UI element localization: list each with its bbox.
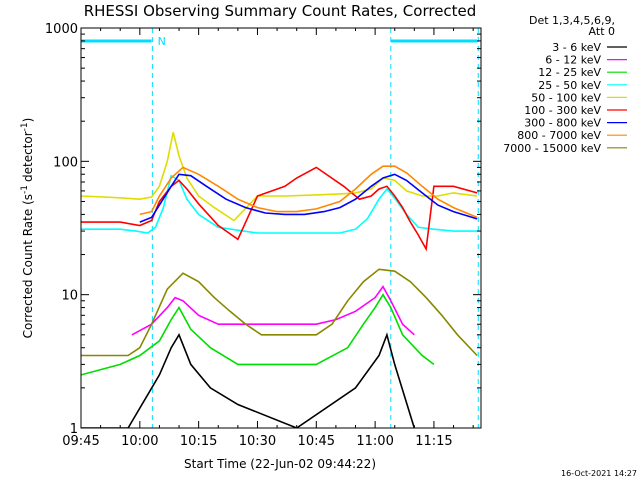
y-axis: 1 10 100 1000 (45, 22, 481, 437)
x-tick-label: 10:45 (298, 434, 335, 449)
series-line-6 (139, 173, 478, 223)
plot-frame (80, 27, 482, 429)
legend-item-label: 3 - 6 keV (552, 41, 601, 54)
y-axis-label: Corrected Count Rate (s-1detector-1) (20, 118, 35, 339)
y-tick-label: 1 (70, 422, 78, 437)
y-tick-label: 100 (53, 155, 78, 170)
x-axis-label: Start Time (22-Jun-02 09:44:22) (184, 457, 376, 471)
legend-item-label: 100 - 300 keV (524, 104, 601, 117)
legend-item-label: 12 - 25 keV (538, 66, 601, 79)
series-layer (81, 132, 478, 428)
legend-item-label: 50 - 100 keV (531, 91, 601, 104)
y-tick-label: 1000 (45, 22, 78, 37)
series-line-8 (81, 268, 478, 357)
legend-item-label: 6 - 12 keV (545, 54, 601, 67)
series-line-5 (81, 166, 478, 252)
x-tick-label: 11:15 (415, 434, 452, 449)
x-tick-label: 10:15 (180, 434, 217, 449)
y-tick-label: 10 (61, 289, 78, 304)
legend-header: Att 0 (589, 25, 615, 38)
night-marker-label: N (158, 35, 166, 48)
generation-timestamp: 16-Oct-2021 14:27 (561, 469, 637, 478)
legend-item-label: 25 - 50 keV (538, 79, 601, 92)
y-axis-label-tail: ) (21, 118, 35, 123)
series-line-0 (81, 332, 416, 428)
legend-item-label: 300 - 800 keV (524, 117, 601, 130)
series-line-1 (131, 285, 415, 336)
series-line-3 (81, 174, 478, 234)
y-axis-label-exponent-1: -1 (20, 185, 30, 194)
x-axis: 09:45 10:00 10:15 10:30 10:45 11:00 11:15 (62, 28, 474, 449)
y-axis-label-detector: detector (21, 131, 35, 182)
y-axis-label-exponent-2: -1 (20, 122, 30, 131)
x-tick-label: 11:00 (356, 434, 393, 449)
legend-header: Det 1,3,4,5,6,9, (529, 14, 615, 27)
series-line-2 (81, 293, 435, 376)
legend-item-label: 7000 - 15000 keV (503, 142, 601, 155)
series-line-4 (81, 132, 478, 222)
legend-item-label: 800 - 7000 keV (517, 129, 601, 142)
series-line-7 (139, 165, 478, 219)
night-indicator-layer: N (81, 28, 479, 428)
x-tick-label: 09:45 (62, 434, 99, 449)
y-axis-label-main: Corrected Count Rate (s (21, 194, 35, 338)
x-tick-label: 10:30 (239, 434, 276, 449)
chart-title: RHESSI Observing Summary Count Rates, Co… (84, 2, 477, 20)
x-tick-label: 10:00 (121, 434, 158, 449)
